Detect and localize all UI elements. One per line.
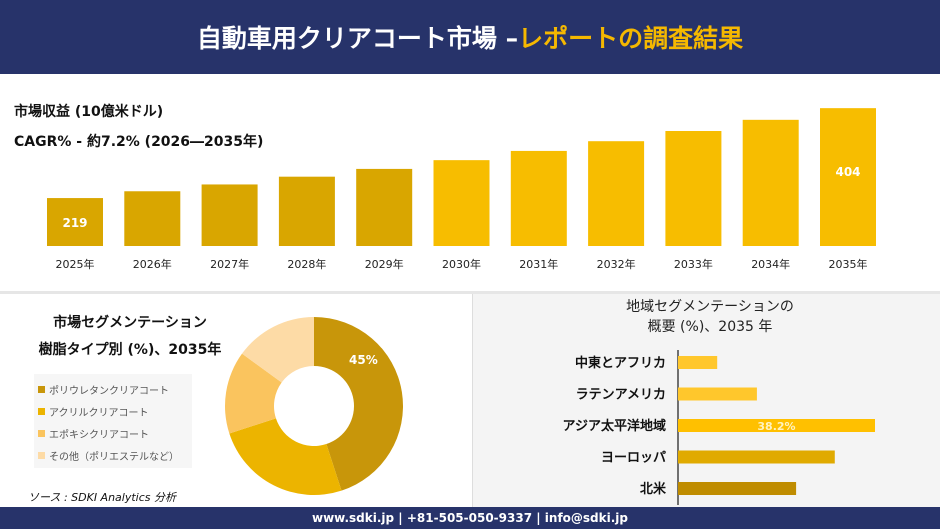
year-tick-label: 2029年	[365, 257, 404, 271]
source-note: ソース : SDKI Analytics 分析	[28, 491, 177, 504]
segment-title: 市場セグメンテーション 樹脂タイプ別 (%)、2035年	[20, 310, 240, 364]
legend-swatch	[38, 451, 45, 459]
region-title-line1: 地域セグメンテーションの	[626, 299, 794, 315]
bar-data-label: 404	[835, 165, 860, 179]
year-tick-label: 2032年	[597, 257, 636, 271]
region-bar	[678, 387, 757, 401]
revenue-bar	[510, 150, 567, 246]
pie-legend: ポリウレタンクリアコート アクリルクリアコート エポキシクリアコートその他（ポリエス…	[34, 374, 192, 468]
region-bar	[678, 482, 797, 495]
page-title: 自動車用クリアコート市場 –	[196, 24, 519, 53]
legend-label: ポリウレタンクリアコート	[49, 385, 169, 397]
year-tick-label: 2026年	[133, 257, 172, 271]
region-title-line2: 概要 (%)、2035 年	[647, 319, 773, 335]
region-label: 北米	[640, 481, 667, 497]
revenue-bar	[742, 119, 799, 246]
region-title: 地域セグメンテーションの 概要 (%)、2035 年	[560, 297, 860, 337]
legend-swatch	[38, 429, 45, 437]
slice-data-label: 45%	[349, 353, 378, 367]
revenue-bar	[124, 191, 181, 246]
legend-item: エポキシクリアコート	[38, 422, 192, 444]
resin-donut-chart: 45%	[225, 317, 403, 495]
year-tick-label: 2025年	[56, 257, 95, 271]
donut-slice	[229, 418, 342, 495]
legend-item: アクリルクリアコート	[38, 400, 192, 422]
year-tick-label: 2034年	[751, 257, 790, 271]
region-label: ヨーロッパ	[601, 451, 666, 466]
revenue-bar	[356, 168, 413, 246]
donut-slice	[241, 317, 314, 383]
revenue-bar	[820, 108, 876, 246]
region-bar	[678, 356, 718, 369]
region-bar	[678, 419, 875, 432]
year-tick-label: 2027年	[210, 257, 249, 271]
revenue-bar	[433, 160, 490, 246]
bar-data-label: 219	[62, 216, 87, 230]
legend-label: エポキシクリアコート	[49, 429, 149, 441]
legend-item: ポリウレタンクリアコート	[38, 378, 192, 400]
revenue-bar	[201, 184, 258, 246]
segment-title-line1: 市場セグメンテーション	[53, 315, 207, 331]
legend-swatch	[38, 407, 45, 415]
revenue-label: 市場収益 (10億米ドル)	[14, 104, 164, 120]
legend-label: アクリルクリアコート	[49, 407, 149, 419]
segment-title-line2: 樹脂タイプ別 (%)、2035年	[38, 342, 222, 358]
donut-slice	[225, 353, 282, 434]
year-tick-label: 2028年	[287, 257, 326, 271]
revenue-bar	[665, 130, 722, 246]
region-data-label: 38.2%	[757, 420, 795, 433]
donut-slice	[314, 317, 403, 491]
header-banner: 自動車用クリアコート市場 – レポートの調査結果	[0, 0, 940, 74]
region-label: アジア太平洋地域	[563, 418, 666, 434]
revenue-bar	[47, 198, 103, 246]
revenue-bar	[278, 176, 335, 246]
revenue-bar-chart: 2025年 219 2026年 2027年 2028年 2029年 2030年 2031年 20…	[47, 108, 876, 271]
region-bar	[678, 450, 835, 464]
region-label: ラテンアメリカ	[576, 388, 666, 403]
year-tick-label: 2033年	[674, 257, 713, 271]
revenue-bar	[588, 141, 645, 246]
cagr-label: CAGR% - 約7.2% (2026―2035年)	[14, 134, 264, 150]
legend-item: その他（ポリエステルなど）	[38, 444, 192, 466]
legend-label: その他（ポリエステルなど）	[49, 451, 179, 463]
legend-swatch	[38, 385, 45, 393]
page-title-accent: レポートの調査結果	[518, 24, 744, 53]
year-tick-label: 2031年	[519, 257, 558, 271]
year-tick-label: 2030年	[442, 257, 481, 271]
footer-contact: www.sdki.jp | +81-505-050-9337 | info@sd…	[0, 507, 940, 529]
region-label: 中東とアフリカ	[575, 355, 666, 371]
year-tick-label: 2035年	[829, 257, 868, 271]
divider	[0, 291, 940, 294]
